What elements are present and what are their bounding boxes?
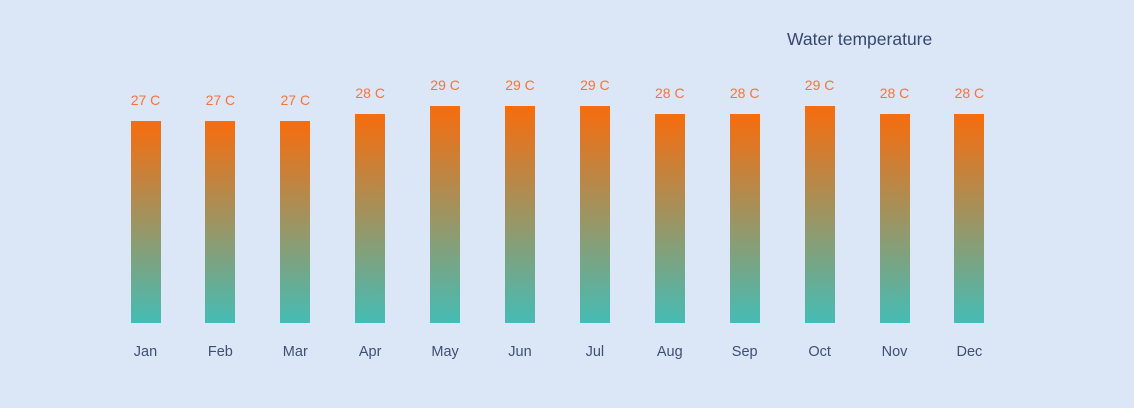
bar-jun[interactable] — [505, 106, 535, 323]
bar-value-label-feb: 27 C — [205, 92, 236, 108]
x-axis-label-may: May — [431, 344, 459, 360]
bar-jan[interactable] — [130, 121, 161, 323]
bar-dec[interactable] — [954, 114, 985, 323]
x-axis-label-mar: Mar — [282, 344, 308, 360]
bar-mar[interactable] — [280, 121, 311, 323]
x-axis-label-sep: Sep — [731, 344, 758, 360]
bar-oct[interactable] — [804, 106, 835, 323]
bar-value-label-apr: 28 C — [355, 85, 385, 101]
bar-value-label-jan: 27 C — [130, 92, 161, 108]
bar-value-label-jun: 29 C — [505, 77, 535, 93]
x-axis-label-apr: Apr — [358, 344, 382, 360]
bar-value-label-nov: 28 C — [879, 85, 910, 101]
x-axis-label-jun: Jun — [508, 344, 532, 360]
x-axis-label-jul: Jul — [585, 344, 605, 360]
x-axis-label-jan: Jan — [133, 344, 158, 360]
chart-title: Water temperature — [787, 29, 933, 49]
bar-aug[interactable] — [654, 114, 685, 323]
bar-value-label-aug: 28 C — [655, 85, 685, 101]
bar-nov[interactable] — [879, 114, 910, 323]
x-axis-label-dec: Dec — [956, 344, 983, 360]
bar-value-label-jul: 29 C — [580, 77, 610, 93]
x-axis-label-nov: Nov — [881, 344, 908, 360]
bar-value-label-dec: 28 C — [954, 85, 985, 101]
bar-feb[interactable] — [205, 121, 236, 323]
x-axis-label-feb: Feb — [207, 344, 233, 360]
bar-value-label-sep: 28 C — [729, 85, 760, 101]
bar-value-label-mar: 27 C — [280, 92, 311, 108]
bar-may[interactable] — [430, 106, 461, 323]
x-axis-label-oct: Oct — [808, 344, 831, 360]
bar-jul[interactable] — [579, 106, 610, 323]
bar-value-label-oct: 29 C — [804, 77, 835, 93]
bar-sep[interactable] — [729, 114, 760, 323]
x-axis-label-aug: Aug — [656, 344, 683, 360]
bar-apr[interactable] — [355, 114, 386, 323]
bar-value-label-may: 29 C — [430, 77, 460, 93]
